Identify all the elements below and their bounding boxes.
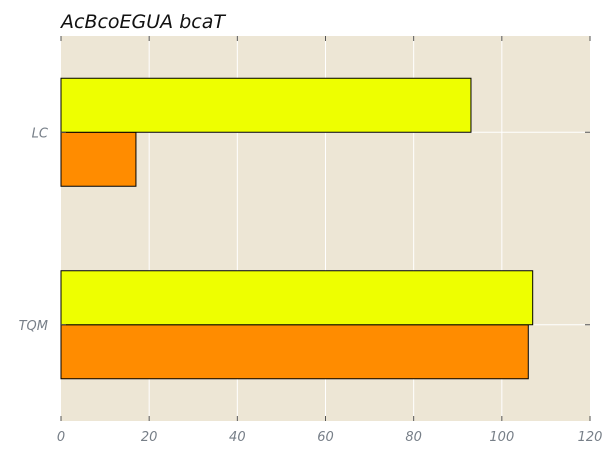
y-axis-tick-labels: LC TQM (19, 126, 49, 334)
bar-lc-series-1 (60, 131, 137, 187)
x-tick-label: 60 (317, 430, 334, 445)
x-tick-label: 100 (489, 430, 514, 445)
x-tick-label: 120 (578, 430, 603, 445)
chart-title: AcBcoEGUA bcaT (59, 11, 226, 33)
x-tick-label: 0 (57, 430, 65, 445)
bar-lc-series-2 (60, 77, 472, 133)
y-tick-label: LC (32, 126, 49, 141)
bar-tqm-series-1 (60, 324, 529, 380)
y-tick-label: TQM (19, 319, 48, 334)
x-tick-label: 20 (141, 430, 158, 445)
x-axis-tick-labels: 0 20 40 60 80 100 120 (57, 430, 603, 445)
bar-tqm-series-2 (60, 270, 534, 326)
x-tick-label: 40 (229, 430, 246, 445)
bars (60, 77, 534, 380)
axis-ticks (60, 36, 591, 421)
x-tick-label: 80 (405, 430, 422, 445)
